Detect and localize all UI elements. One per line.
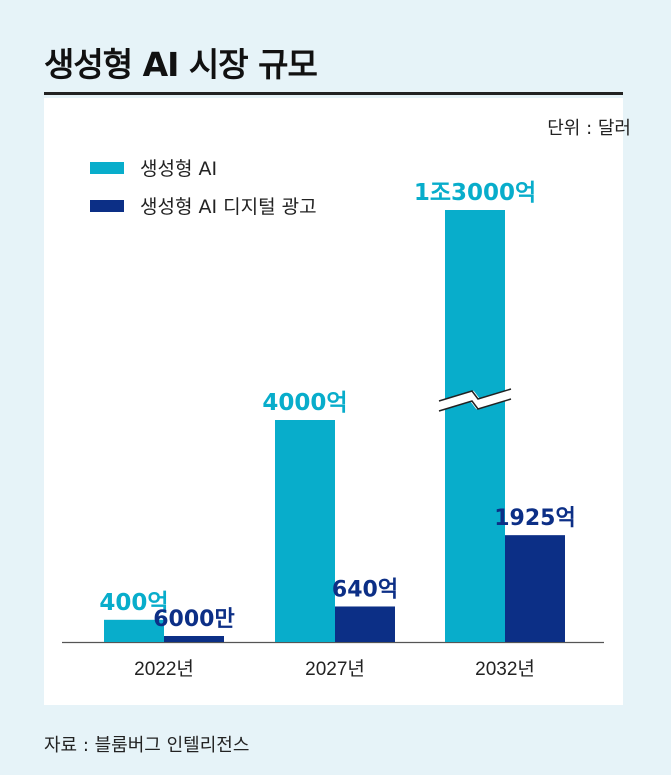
bar-2-0 — [164, 636, 224, 642]
legend-item-series2: 생성형 AI 디지털 광고 — [90, 192, 317, 219]
axis-break-line-bottom — [438, 398, 512, 412]
bar-1-2 — [445, 210, 505, 642]
data-label-2-1: 640억 — [332, 577, 398, 602]
data-label-1-0: 400억 — [99, 590, 168, 616]
bar-2-1 — [335, 606, 395, 642]
data-label-2-0: 6000만 — [153, 607, 234, 632]
data-label-1-2: 1조3000억 — [414, 180, 536, 206]
data-label-1-1: 4000억 — [262, 390, 347, 416]
axis-break-line-top — [438, 388, 512, 402]
bar-1-0 — [104, 619, 164, 642]
bar-2-2 — [505, 535, 565, 642]
chart-title: 생성형 AI 시장 규모 — [44, 45, 318, 84]
title-divider — [44, 92, 623, 95]
legend-label-series2: 생성형 AI 디지털 광고 — [140, 196, 317, 218]
legend-label-series1: 생성형 AI — [140, 158, 218, 180]
axis-break-mark — [437, 389, 513, 411]
bar-1-1 — [275, 420, 335, 642]
unit-label: 단위 : 달러 — [547, 118, 631, 139]
legend-swatch-series2 — [90, 199, 124, 212]
x-tick-label: 2032년 — [475, 658, 535, 680]
legend-swatch-series1 — [90, 161, 124, 174]
x-tick-label: 2027년 — [305, 658, 365, 680]
source-note: 자료 : 블룸버그 인텔리전스 — [44, 735, 250, 756]
data-label-2-2: 1925억 — [494, 506, 575, 531]
x-tick-label: 2022년 — [134, 658, 194, 680]
legend-item-series1: 생성형 AI — [90, 154, 217, 181]
